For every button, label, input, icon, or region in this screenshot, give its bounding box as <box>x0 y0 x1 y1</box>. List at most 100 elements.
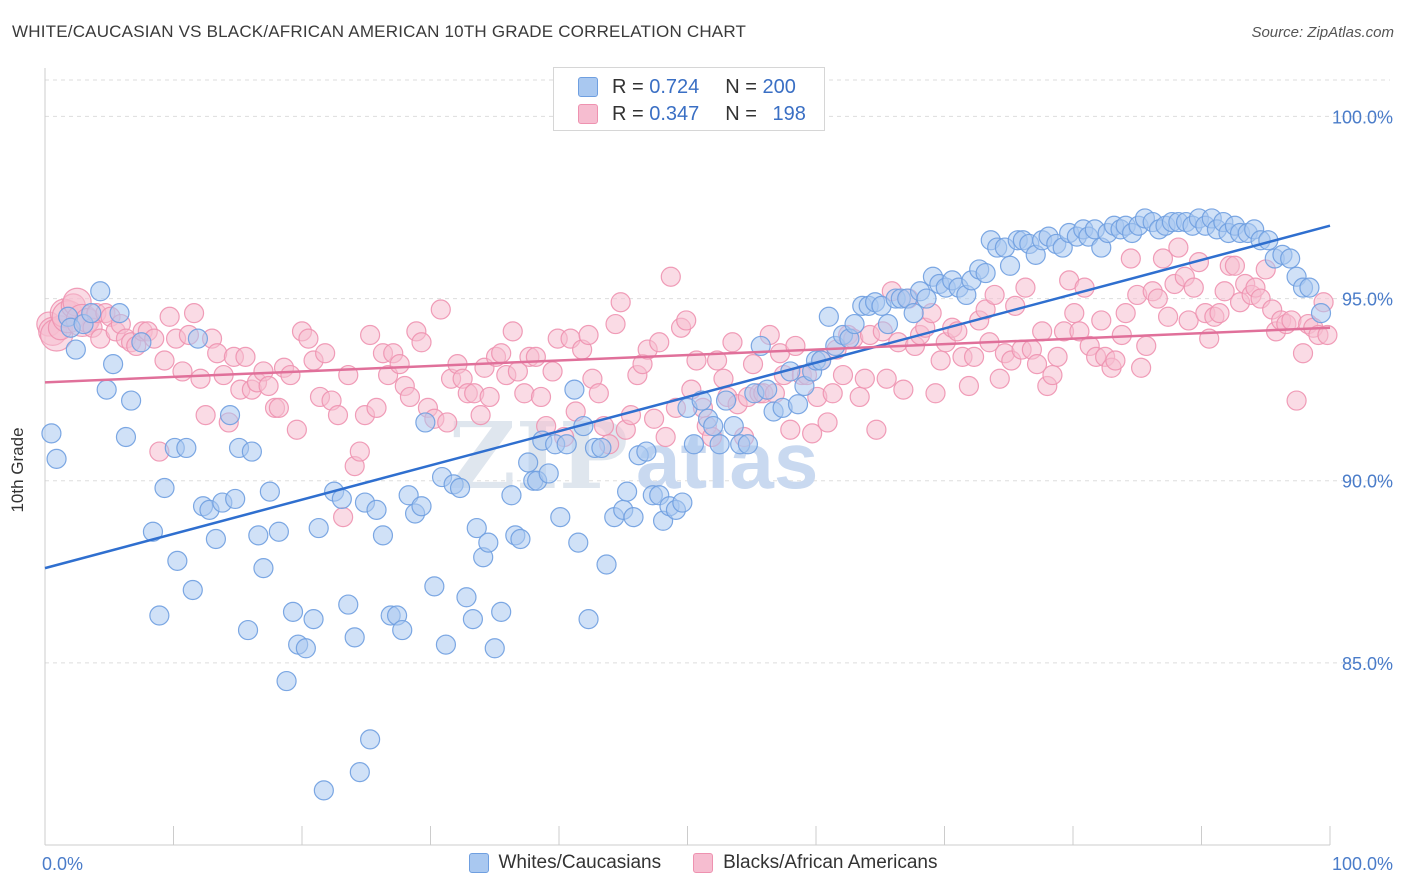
blue-point <box>844 313 865 335</box>
stats-n-label: N = <box>725 102 763 125</box>
blue-point <box>916 288 937 309</box>
legend: Whites/Caucasians Blacks/African America… <box>0 852 1406 874</box>
stats-n-value: 200 <box>762 75 796 98</box>
pink-point <box>1131 357 1152 378</box>
blue-point <box>268 521 289 542</box>
pink-point <box>1178 310 1199 331</box>
blue-point <box>501 485 522 506</box>
blue-point <box>591 437 612 459</box>
y-axis-label: 10th Grade <box>8 427 27 513</box>
tick-labels: 85.0% 90.0% 95.0% 100.0% 0.0% 100.0% <box>42 107 1393 874</box>
trend-line-whites <box>44 224 1331 570</box>
blue-point <box>623 507 644 528</box>
y-tick-label: 85.0% <box>1342 654 1393 674</box>
blue-point <box>709 434 730 455</box>
pink-point <box>333 507 354 528</box>
pink-point <box>1026 354 1048 375</box>
pink-point <box>298 328 319 349</box>
blue-point <box>41 423 62 444</box>
pink-point <box>1152 248 1174 269</box>
pink-point <box>817 412 838 433</box>
blue-point <box>564 379 585 400</box>
blue-point <box>219 405 241 426</box>
legend-item-blacks[interactable]: Blacks/African Americans <box>693 852 937 874</box>
pink-point <box>470 405 491 426</box>
blue-point <box>737 434 758 455</box>
x-tick-label: 0.0% <box>42 854 83 874</box>
pink-point <box>802 423 823 444</box>
pink-point <box>502 321 523 342</box>
blue-point <box>241 441 262 462</box>
pink-point <box>1286 390 1307 411</box>
stats-r-value: 0.724 <box>649 75 700 98</box>
pink-point <box>280 364 301 386</box>
pink-point <box>154 350 175 371</box>
blue-point <box>435 634 457 655</box>
blue-point <box>462 609 484 630</box>
pink-point <box>620 405 642 426</box>
blue-point <box>1310 303 1332 324</box>
blue-point <box>484 638 505 659</box>
legend-label-whites: Whites/Caucasians <box>498 852 662 873</box>
blue-point <box>282 601 304 622</box>
blue-point <box>449 477 471 499</box>
pink-point <box>984 284 1005 306</box>
pink-point <box>832 364 854 386</box>
blue-point <box>331 488 352 510</box>
series-whites-points <box>41 208 1332 801</box>
stats-box: R = 0.724 N = 200 R = 0.347 N = 198 <box>553 67 825 131</box>
blue-point <box>338 594 359 615</box>
blue-point <box>617 481 638 502</box>
blue-point <box>372 525 394 546</box>
pink-point <box>958 375 980 397</box>
pink-point <box>854 368 875 389</box>
pink-point <box>1214 281 1235 302</box>
blue-point <box>411 496 432 517</box>
stats-swatch-whites <box>578 77 598 97</box>
pink-point <box>578 324 599 346</box>
blue-point <box>225 488 246 510</box>
pink-point <box>411 332 432 353</box>
legend-item-whites[interactable]: Whites/Caucasians <box>468 852 662 874</box>
pink-point <box>514 383 535 404</box>
blue-point <box>999 255 1021 276</box>
pink-point <box>1047 346 1068 367</box>
pink-point <box>399 386 421 408</box>
stats-r-label: R = <box>612 102 650 125</box>
pink-point <box>1183 277 1204 298</box>
pink-point <box>349 441 370 462</box>
blue-point <box>415 412 436 433</box>
blue-point <box>120 390 142 411</box>
pink-point <box>366 397 387 418</box>
pink-point <box>1224 255 1246 276</box>
blue-point <box>115 426 137 448</box>
pink-point <box>1317 324 1338 346</box>
blue-point <box>691 390 712 411</box>
pink-point <box>610 292 631 313</box>
blue-point <box>313 780 334 801</box>
pink-point <box>605 313 626 335</box>
pink-point <box>183 303 205 324</box>
blue-point <box>538 463 559 484</box>
blue-point <box>491 601 512 622</box>
pink-point <box>268 397 289 418</box>
blue-point <box>518 452 539 473</box>
pink-point <box>660 266 681 287</box>
pink-point <box>780 419 801 440</box>
pink-point <box>1032 321 1053 342</box>
blue-point <box>103 354 124 375</box>
blue-point <box>131 332 152 353</box>
pink-point <box>1091 310 1112 331</box>
pink-point <box>430 299 451 320</box>
pink-point <box>258 375 279 397</box>
blue-point <box>715 390 737 411</box>
blue-point <box>360 729 381 750</box>
pink-point <box>360 324 381 346</box>
blue-point <box>366 499 387 520</box>
blue-point <box>596 554 617 575</box>
pink-point <box>822 383 843 404</box>
blue-point <box>757 379 778 400</box>
blue-point <box>703 415 724 437</box>
pink-point <box>975 299 996 320</box>
